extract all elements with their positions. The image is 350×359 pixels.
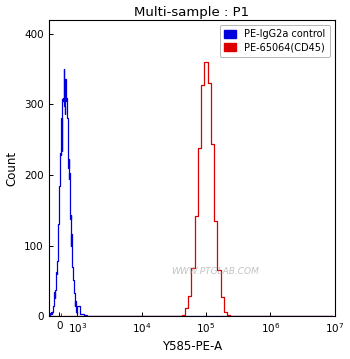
X-axis label: Y585-PE-A: Y585-PE-A xyxy=(162,340,222,354)
Title: Multi-sample : P1: Multi-sample : P1 xyxy=(134,5,249,19)
Legend: PE-IgG2a control, PE-65064(CD45): PE-IgG2a control, PE-65064(CD45) xyxy=(219,24,330,57)
Y-axis label: Count: Count xyxy=(6,150,19,186)
Text: WWW.PTGLAB.COM: WWW.PTGLAB.COM xyxy=(171,267,259,276)
